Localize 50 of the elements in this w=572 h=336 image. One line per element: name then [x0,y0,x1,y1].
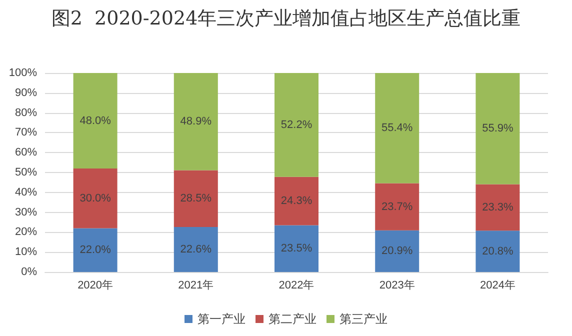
legend-label: 第一产业 [198,312,246,326]
data-label: 20.8% [482,245,514,258]
bar [73,228,118,272]
bar [73,168,118,228]
y-tick-label: 40% [14,186,38,198]
bar [476,230,520,272]
data-label: 23.3% [482,201,514,214]
y-tick-label: 70% [14,126,38,139]
data-label: 23.5% [280,242,312,255]
bar [375,230,420,272]
bar [375,183,420,230]
data-label: 24.3% [280,195,312,208]
data-label: 28.5% [180,192,212,205]
data-label: 30.0% [80,192,112,204]
data-label: 23.7% [382,200,413,213]
x-tick-label: 2021年 [178,280,214,292]
bar [274,73,318,177]
y-tick-label: 50% [14,166,38,178]
x-tick-label: 2022年 [278,280,314,292]
x-tick-label: 2024年 [480,280,516,292]
bar [375,73,420,184]
data-label: 22.6% [180,244,212,256]
bar [274,176,318,226]
y-tick-label: 100% [8,67,38,79]
y-tick-label: 30% [14,206,38,218]
chart-title: 图2 2020-2024年三次产业增加值占地区生产总值比重 [51,8,521,30]
x-tick-label: 2023年 [379,280,415,292]
bar [476,184,520,231]
bar [274,225,318,272]
y-tick-label: 60% [14,146,38,159]
data-label: 20.9% [382,245,413,258]
y-tick-label: 0% [21,266,38,278]
bar [174,73,218,170]
y-tick-label: 90% [14,86,38,99]
data-label: 52.2% [280,118,312,131]
bar [476,73,520,184]
data-label: 55.4% [382,122,413,134]
data-label: 48.9% [180,116,212,128]
bar [174,227,218,272]
bar [174,170,218,228]
data-label: 48.0% [80,114,112,127]
y-tick-label: 20% [14,226,38,238]
x-tick-label: 2020年 [78,280,114,292]
data-label: 22.0% [80,244,112,256]
data-label: 55.9% [482,122,514,135]
y-tick-label: 10% [14,246,38,258]
bar [73,73,118,169]
legend-label: 第二产业 [268,312,316,326]
y-tick-label: 80% [14,106,38,119]
legend-label: 第三产业 [340,312,388,326]
